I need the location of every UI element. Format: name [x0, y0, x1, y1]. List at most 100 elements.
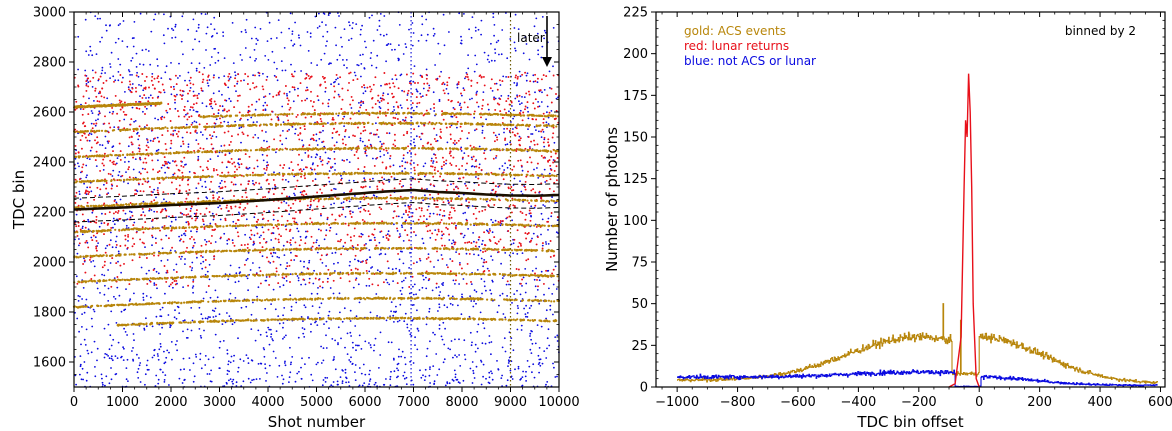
point	[115, 162, 118, 165]
point	[396, 227, 398, 230]
point	[281, 69, 284, 72]
point	[489, 199, 491, 202]
point	[349, 117, 352, 120]
point	[484, 208, 487, 211]
point	[501, 374, 503, 377]
point	[526, 233, 529, 235]
point	[211, 309, 214, 312]
point	[297, 94, 299, 97]
point	[538, 190, 541, 193]
point	[440, 335, 443, 338]
point	[362, 130, 365, 132]
point	[226, 320, 229, 323]
point	[186, 328, 189, 331]
point	[252, 244, 255, 246]
point	[552, 362, 554, 365]
point	[238, 166, 241, 169]
point	[390, 175, 393, 178]
point	[291, 169, 294, 172]
point	[533, 278, 536, 281]
point	[95, 165, 98, 168]
point	[436, 205, 439, 208]
point	[279, 164, 282, 167]
point	[239, 119, 241, 121]
point	[470, 84, 473, 87]
point	[535, 267, 537, 270]
point	[135, 192, 138, 195]
point	[360, 186, 363, 188]
point	[104, 284, 106, 287]
point	[132, 333, 135, 335]
point	[290, 39, 293, 42]
point	[543, 136, 546, 139]
point	[416, 348, 419, 351]
point	[151, 219, 154, 222]
point	[190, 230, 192, 233]
point	[426, 33, 429, 36]
point	[303, 189, 305, 192]
point	[494, 190, 497, 193]
point	[491, 372, 493, 375]
point	[78, 193, 81, 196]
point	[232, 62, 235, 64]
point	[81, 367, 84, 370]
point	[258, 74, 261, 77]
point	[154, 117, 157, 120]
point	[288, 128, 290, 131]
point	[77, 85, 80, 88]
point	[234, 205, 237, 208]
point	[262, 196, 265, 199]
point	[184, 79, 186, 82]
point	[415, 88, 418, 91]
point	[512, 204, 515, 207]
point	[185, 337, 188, 339]
point	[123, 118, 126, 121]
point	[149, 139, 152, 142]
point	[492, 157, 495, 160]
point	[186, 84, 189, 87]
point	[282, 314, 284, 317]
point	[503, 108, 506, 111]
point	[397, 369, 400, 372]
point	[224, 153, 227, 156]
point	[475, 365, 478, 368]
point	[200, 89, 203, 92]
point	[253, 234, 256, 237]
point	[443, 343, 446, 346]
point	[277, 119, 280, 122]
point	[302, 278, 305, 281]
point	[457, 139, 460, 142]
point	[477, 347, 479, 350]
point	[232, 360, 235, 362]
point	[281, 192, 283, 195]
point	[111, 106, 114, 109]
point	[395, 78, 398, 81]
point	[516, 328, 519, 331]
point	[546, 220, 549, 223]
point	[265, 131, 267, 133]
point	[454, 338, 456, 341]
point	[252, 74, 255, 77]
point	[90, 236, 93, 239]
point	[458, 104, 461, 106]
point	[411, 22, 414, 24]
point	[179, 212, 182, 214]
point	[257, 363, 260, 365]
point	[508, 129, 511, 132]
point	[318, 138, 321, 140]
point	[525, 282, 528, 285]
point	[256, 295, 258, 298]
point	[552, 254, 555, 257]
point	[364, 340, 367, 343]
point	[329, 12, 331, 15]
point	[437, 193, 440, 195]
point	[237, 337, 239, 340]
point	[192, 48, 194, 51]
point	[156, 58, 159, 61]
point	[281, 374, 283, 377]
point	[468, 315, 471, 318]
point	[272, 214, 275, 217]
point	[518, 100, 520, 103]
point	[126, 358, 129, 361]
point	[165, 280, 168, 283]
